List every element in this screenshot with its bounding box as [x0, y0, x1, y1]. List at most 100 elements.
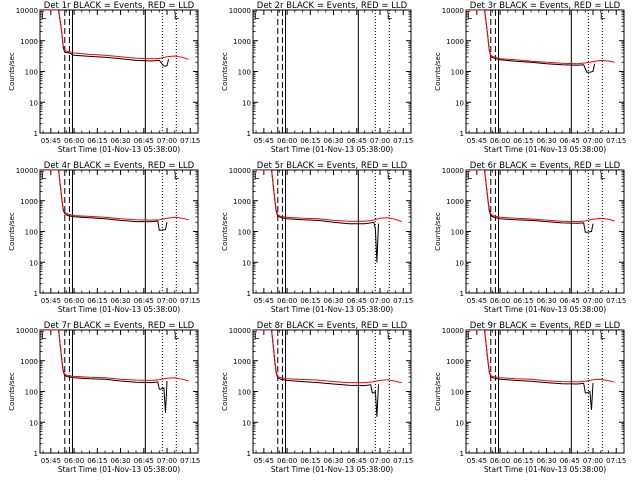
x-tick-label: 05:45: [254, 297, 274, 305]
chart-title: Det 7r BLACK = Events, RED = LLD: [44, 321, 195, 331]
x-axis-label: Start Time (01-Nov-13 05:38:00): [271, 465, 393, 474]
left-corner-marker: L: [467, 332, 472, 342]
x-tick-label: 06:30: [536, 297, 556, 305]
left-corner-marker: L: [41, 172, 46, 182]
y-tick-label: 10000: [16, 7, 38, 15]
y-tick-label: 10000: [229, 327, 251, 335]
series-group: [466, 10, 615, 73]
x-tick-label: 06:00: [490, 137, 510, 145]
y-tick-label: 10: [242, 99, 251, 107]
x-tick-label: 06:45: [560, 137, 580, 145]
right-corner-marker: L: [600, 12, 605, 22]
plot-frame: [465, 329, 625, 454]
x-axis-label: Start Time (01-Nov-13 05:38:00): [58, 145, 180, 154]
chart-title: Det 6r BLACK = Events, RED = LLD: [470, 161, 621, 171]
x-tick-label: 07:15: [180, 137, 200, 145]
y-tick-label: 100: [451, 229, 464, 237]
x-tick-label: 07:15: [606, 297, 626, 305]
y-tick-label: 100: [451, 389, 464, 397]
chart-title: Det 4r BLACK = Events, RED = LLD: [44, 161, 195, 171]
x-tick-label: 06:45: [347, 297, 367, 305]
y-tick-label: 100: [25, 389, 38, 397]
chart-panel-6: Det 6r BLACK = Events, RED = LLD 1 10 100 10…: [434, 161, 626, 314]
plot-frame: [465, 169, 625, 294]
lld-series-line: [466, 170, 615, 223]
y-tick-label: 1: [460, 450, 464, 458]
x-tick-label: 07:00: [157, 137, 177, 145]
right-corner-marker: L: [387, 12, 392, 22]
chart-title: Det 1r BLACK = Events, RED = LLD: [44, 1, 195, 11]
series-group: [40, 170, 189, 231]
plot-frame: [252, 329, 412, 454]
plot-frame: [465, 9, 625, 134]
y-tick-label: 1000: [446, 358, 464, 366]
chart-panel-3: Det 3r BLACK = Events, RED = LLD 1 10 100 10…: [434, 1, 626, 154]
x-tick-label: 06:00: [277, 137, 297, 145]
x-tick-label: 06:15: [300, 457, 320, 465]
chart-panel-5: Det 5r BLACK = Events, RED = LLD 1 10 100 10…: [221, 161, 413, 314]
x-tick-label: 05:45: [254, 457, 274, 465]
x-tick-label: 07:15: [180, 457, 200, 465]
x-tick-label: 06:00: [277, 457, 297, 465]
x-tick-label: 06:30: [536, 137, 556, 145]
chart-panel-9: Det 9r BLACK = Events, RED = LLD 1 10 100 10…: [434, 321, 626, 474]
y-axis-label: Counts/sec: [221, 212, 229, 251]
x-tick-label: 07:00: [157, 457, 177, 465]
plot-frame: [39, 9, 199, 134]
x-tick-label: 06:30: [323, 457, 343, 465]
right-corner-marker: L: [600, 172, 605, 182]
y-tick-label: 10000: [16, 167, 38, 175]
y-tick-label: 10: [29, 419, 38, 427]
y-tick-label: 10: [29, 99, 38, 107]
events-series-line: [253, 170, 379, 263]
series-group: [466, 170, 615, 233]
x-tick-label: 06:15: [513, 137, 533, 145]
y-tick-label: 1: [460, 290, 464, 298]
x-tick-label: 05:45: [254, 137, 274, 145]
y-tick-label: 1000: [233, 198, 251, 206]
y-axis-label: Counts/sec: [8, 52, 16, 91]
chart-title: Det 2r BLACK = Events, RED = LLD: [257, 1, 408, 11]
y-tick-label: 1: [34, 450, 38, 458]
x-axis-label: Start Time (01-Nov-13 05:38:00): [484, 465, 606, 474]
x-tick-label: 07:00: [370, 457, 390, 465]
right-corner-marker: L: [387, 172, 392, 182]
x-axis-label: Start Time (01-Nov-13 05:38:00): [271, 145, 393, 154]
y-tick-label: 10: [455, 99, 464, 107]
x-tick-label: 07:00: [157, 297, 177, 305]
events-series-line: [40, 330, 168, 414]
y-tick-label: 1: [247, 130, 251, 138]
y-axis-label: Counts/sec: [221, 52, 229, 91]
y-tick-label: 10: [455, 259, 464, 267]
y-tick-label: 1: [247, 290, 251, 298]
x-tick-label: 06:45: [347, 137, 367, 145]
events-series-line: [40, 10, 170, 67]
y-tick-label: 1000: [446, 38, 464, 46]
y-tick-label: 100: [25, 229, 38, 237]
y-tick-label: 1000: [20, 358, 38, 366]
chart-panel-4: Det 4r BLACK = Events, RED = LLD 1 10 100 10…: [8, 161, 200, 314]
events-series-line: [466, 170, 594, 233]
right-corner-marker: L: [387, 332, 392, 342]
x-tick-label: 07:00: [370, 297, 390, 305]
x-tick-label: 05:45: [41, 137, 61, 145]
x-axis-label: Start Time (01-Nov-13 05:38:00): [271, 305, 393, 314]
x-tick-label: 06:00: [277, 297, 297, 305]
y-axis-label: Counts/sec: [8, 372, 16, 411]
y-tick-label: 1000: [233, 358, 251, 366]
y-tick-label: 10000: [442, 167, 464, 175]
x-axis-label: Start Time (01-Nov-13 05:38:00): [484, 145, 606, 154]
x-tick-label: 06:15: [300, 297, 320, 305]
x-tick-label: 07:15: [180, 297, 200, 305]
y-axis-label: Counts/sec: [221, 372, 229, 411]
x-tick-label: 06:30: [323, 137, 343, 145]
chart-panel-7: Det 7r BLACK = Events, RED = LLD 1 10 100 10…: [8, 321, 200, 474]
left-corner-marker: L: [254, 172, 259, 182]
series-group: [40, 330, 189, 414]
x-tick-label: 06:30: [536, 457, 556, 465]
y-tick-label: 10: [242, 259, 251, 267]
x-tick-label: 06:00: [64, 457, 84, 465]
plot-frame: [39, 169, 199, 294]
x-tick-label: 06:00: [64, 137, 84, 145]
